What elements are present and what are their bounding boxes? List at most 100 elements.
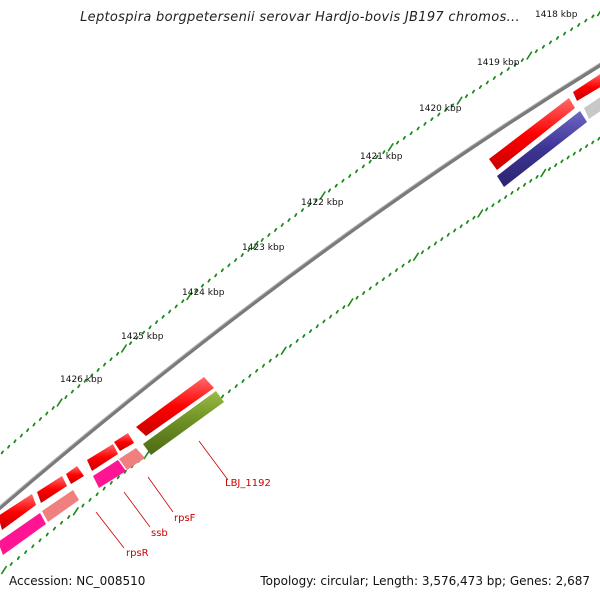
gene-feature[interactable] — [573, 73, 600, 101]
minor-tick — [154, 320, 159, 325]
major-tick — [72, 507, 79, 516]
major-tick — [526, 51, 533, 60]
minor-tick — [141, 330, 146, 335]
minor-tick — [280, 222, 284, 227]
minor-tick — [67, 515, 71, 519]
major-tick — [186, 291, 193, 301]
gene-feature[interactable] — [93, 460, 126, 488]
minor-tick — [233, 258, 238, 263]
gene-label-rpsr[interactable]: rpsR — [126, 548, 149, 559]
gene-feature[interactable] — [0, 494, 36, 530]
minor-tick — [38, 417, 42, 421]
tick-label-1424: 1424 kbp — [182, 288, 225, 298]
gene-labels: LBJ_1192 rpsF ssb rpsR — [126, 478, 271, 559]
minor-tick — [24, 550, 28, 554]
minor-tick — [168, 309, 172, 314]
minor-tick — [194, 288, 198, 293]
minor-tick — [77, 384, 81, 389]
minor-tick — [591, 14, 595, 19]
minor-tick — [459, 224, 463, 229]
gene-feature[interactable] — [0, 513, 46, 555]
tick-label-1426: 1426 kbp — [60, 375, 103, 385]
major-tick — [280, 346, 287, 355]
minor-tick — [273, 227, 278, 232]
tick-labels: 1418 kbp 1419 kbp 1420 kbp 1421 kbp 1422… — [60, 10, 578, 385]
minor-tick — [430, 117, 434, 122]
gene-feature[interactable] — [87, 444, 118, 471]
minor-tick — [451, 103, 455, 108]
minor-tick — [31, 544, 35, 549]
minor-tick — [248, 373, 252, 378]
minor-tick — [423, 121, 427, 126]
minor-tick — [464, 94, 469, 99]
major-tick — [456, 96, 463, 105]
gene-feature[interactable] — [136, 377, 214, 436]
minor-tick — [522, 182, 527, 187]
minor-tick — [135, 335, 139, 340]
gene-feature[interactable] — [114, 433, 134, 451]
gene-feature[interactable] — [66, 466, 84, 484]
minor-tick — [315, 324, 319, 329]
minor-tick — [109, 357, 113, 362]
minor-tick — [578, 147, 582, 152]
minor-tick — [328, 314, 333, 319]
leader-line — [123, 491, 151, 528]
minor-tick — [416, 126, 420, 131]
gene-label-rpsf[interactable]: rpsF — [174, 513, 196, 524]
minor-tick — [563, 31, 567, 36]
minor-tick — [572, 151, 576, 156]
minor-tick — [45, 532, 49, 537]
minor-tick — [375, 154, 379, 159]
minor-tick — [409, 131, 413, 136]
minor-tick — [300, 208, 305, 213]
minor-tick — [453, 228, 457, 233]
minor-tick — [26, 428, 30, 433]
minor-tick — [51, 406, 55, 410]
minor-tick — [513, 62, 517, 67]
minor-tick — [148, 325, 152, 330]
gene-label-lbj-1192[interactable]: LBJ_1192 — [225, 478, 271, 489]
minor-tick — [83, 378, 87, 383]
minor-tick — [0, 450, 4, 455]
minor-tick — [32, 422, 36, 427]
minor-tick — [420, 250, 425, 255]
minor-tick — [471, 89, 476, 94]
gene-feature[interactable] — [143, 391, 224, 455]
minor-tick — [394, 268, 399, 273]
minor-tick — [504, 195, 508, 199]
minor-tick — [570, 27, 574, 32]
minor-tick — [261, 363, 266, 368]
major-tick — [319, 191, 326, 200]
minor-tick — [597, 136, 600, 141]
minor-tick — [214, 273, 218, 278]
tick-label-1420: 1420 kbp — [419, 104, 462, 114]
minor-tick — [227, 389, 231, 394]
minor-tick — [362, 291, 366, 296]
minor-tick — [534, 49, 538, 54]
minor-tick — [566, 155, 570, 160]
major-tick — [412, 252, 420, 261]
minor-tick — [529, 178, 533, 183]
minor-tick — [548, 40, 552, 45]
gene-feature[interactable] — [497, 111, 587, 187]
gene-feature[interactable] — [42, 490, 79, 522]
leader-line — [147, 476, 174, 513]
minor-tick — [275, 353, 279, 358]
major-tick — [0, 565, 7, 575]
minor-tick — [577, 22, 581, 27]
minor-tick — [354, 169, 359, 174]
minor-tick — [547, 167, 551, 172]
minor-tick — [510, 190, 514, 195]
gene-feature[interactable] — [584, 96, 600, 119]
gene-feature[interactable] — [489, 98, 575, 170]
gene-feature[interactable] — [119, 448, 145, 470]
gene-feature[interactable] — [37, 476, 67, 503]
minor-tick — [446, 232, 450, 237]
minor-tick — [7, 444, 11, 449]
accession-text: Accession: NC_008510 — [9, 574, 146, 588]
major-tick — [56, 398, 63, 407]
gene-label-ssb[interactable]: ssb — [151, 528, 168, 539]
minor-tick — [492, 76, 496, 80]
minor-tick — [535, 174, 539, 179]
